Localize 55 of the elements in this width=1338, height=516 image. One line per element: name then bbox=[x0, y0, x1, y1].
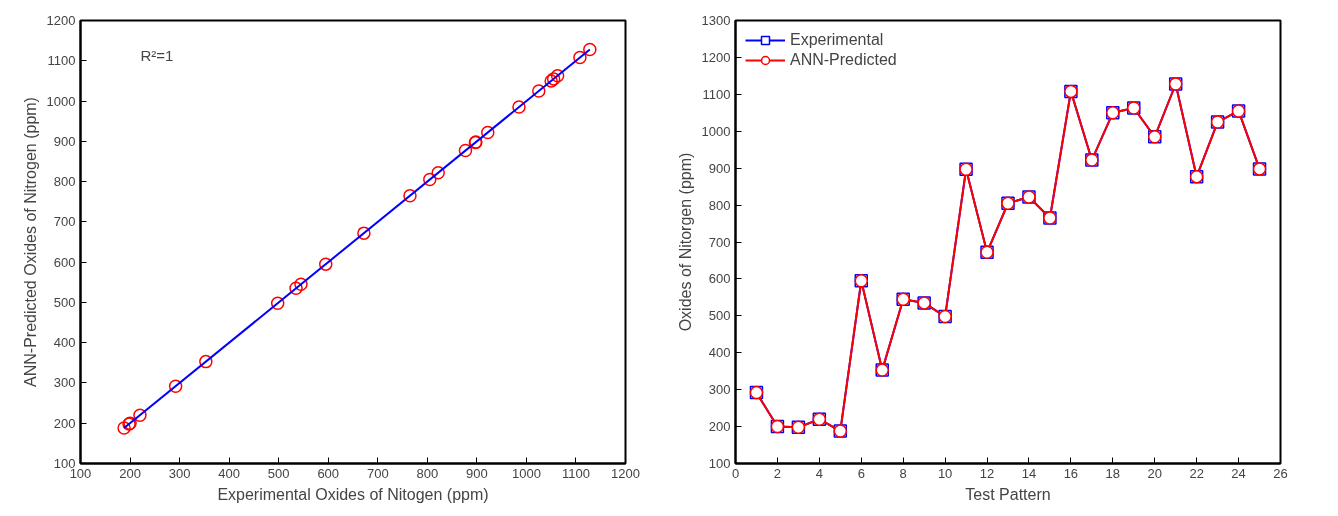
x-tick-label: 900 bbox=[466, 465, 488, 481]
legend-label: ANN-Predicted bbox=[790, 51, 897, 69]
y-tick-label: 1100 bbox=[47, 53, 76, 69]
x-tick-label: 500 bbox=[267, 465, 290, 481]
x-tick-label: 600 bbox=[317, 465, 340, 481]
y-tick-label: 900 bbox=[708, 160, 731, 176]
y-tick-label: 400 bbox=[708, 345, 731, 361]
y-tick-label: 400 bbox=[53, 335, 76, 351]
x-tick-label: 1200 bbox=[611, 465, 640, 481]
x-tick-label: 24 bbox=[1231, 465, 1246, 481]
x-tick-label: 26 bbox=[1273, 465, 1288, 481]
x-axis-title: Experimental Oxides of Nitogen (ppm) bbox=[217, 485, 489, 503]
x-tick-label: 16 bbox=[1063, 465, 1079, 481]
y-tick-label: 800 bbox=[53, 174, 76, 190]
y-tick-label: 800 bbox=[708, 197, 731, 213]
y-tick-label: 1200 bbox=[46, 13, 76, 28]
x-tick-label: 12 bbox=[979, 465, 995, 481]
y-tick-label: 700 bbox=[53, 214, 76, 230]
y-tick-label: 1300 bbox=[701, 13, 731, 28]
x-tick-label: 4 bbox=[815, 465, 823, 481]
y-tick-label: 600 bbox=[708, 271, 731, 287]
y-tick-label: 200 bbox=[53, 415, 76, 431]
x-tick-label: 8 bbox=[899, 465, 907, 481]
x-tick-label: 18 bbox=[1105, 465, 1121, 481]
x-tick-label: 10 bbox=[937, 465, 953, 481]
y-axis-title: Oxides of Nitorgen (ppm) bbox=[676, 152, 694, 332]
x-tick-label: 0 bbox=[731, 465, 740, 481]
y-tick-label: 200 bbox=[708, 419, 731, 435]
y-tick-label: 1000 bbox=[46, 93, 76, 109]
y-tick-label: 500 bbox=[708, 308, 731, 324]
legend-label: Experimental bbox=[790, 31, 884, 49]
x-tick-label: 20 bbox=[1147, 465, 1162, 481]
y-tick-label: 1000 bbox=[701, 123, 731, 139]
x-tick-label: 700 bbox=[366, 465, 389, 481]
x-tick-label: 800 bbox=[416, 465, 439, 481]
y-tick-label: 300 bbox=[53, 375, 76, 391]
x-tick-label: 200 bbox=[119, 465, 141, 481]
y-tick-label: 600 bbox=[53, 254, 76, 270]
x-tick-label: 400 bbox=[218, 465, 240, 481]
y-tick-label: 700 bbox=[708, 234, 731, 250]
y-tick-label: 1200 bbox=[701, 49, 731, 65]
x-tick-label: 2 bbox=[773, 465, 782, 481]
y-tick-label: 500 bbox=[53, 294, 76, 310]
annotation: R²=1 bbox=[140, 46, 174, 64]
y-axis-title: ANN-Predicted Oxides of Nitrogen (ppm) bbox=[21, 97, 39, 387]
x-tick-label: 300 bbox=[168, 465, 191, 481]
x-axis-title: Test Pattern bbox=[965, 485, 1051, 503]
y-tick-label: 300 bbox=[708, 382, 731, 398]
y-tick-label: 1100 bbox=[702, 86, 731, 102]
x-tick-label: 1000 bbox=[511, 465, 541, 481]
y-tick-label: 900 bbox=[53, 133, 76, 149]
x-tick-label: 22 bbox=[1189, 465, 1204, 481]
x-tick-label: 1100 bbox=[561, 465, 590, 481]
x-tick-label: 14 bbox=[1021, 465, 1037, 481]
x-tick-label: 6 bbox=[857, 465, 865, 481]
